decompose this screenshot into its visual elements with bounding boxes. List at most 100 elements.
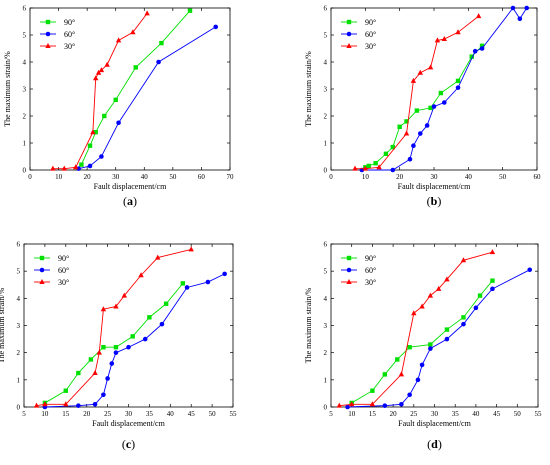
data-point	[133, 65, 138, 70]
y-tick-label: 6	[23, 5, 27, 13]
data-point	[130, 334, 135, 339]
data-point	[442, 100, 447, 105]
panel-label-close: )	[131, 437, 135, 451]
x-tick-label: 40	[141, 173, 149, 181]
y-tick-label: 1	[17, 376, 21, 384]
series-line	[351, 280, 493, 404]
data-point	[383, 151, 389, 156]
data-point	[410, 77, 417, 83]
y-tick-label: 2	[324, 349, 328, 357]
x-tick-label: 40	[472, 410, 480, 418]
y-tick-label: 0	[23, 167, 27, 175]
legend-marker	[346, 279, 352, 284]
data-point	[213, 24, 219, 30]
y-axis-label: The maximum strain/%	[0, 287, 6, 363]
data-point	[101, 392, 106, 398]
panel-label-close: )	[133, 194, 137, 208]
chart-panel-a: 0 10 20 30 40 50 60 70 0 1 2 3 4 5 6 Fault displacement…	[3, 5, 234, 209]
panel-label-letter: b	[431, 194, 438, 208]
data-point	[76, 370, 81, 376]
data-point	[159, 40, 164, 46]
series-line	[361, 7, 528, 171]
data-point	[473, 305, 479, 311]
data-point	[115, 37, 122, 43]
series-square	[79, 8, 193, 167]
data-point	[205, 279, 211, 285]
x-tick-label: 35	[452, 410, 460, 418]
series-triangle	[50, 10, 150, 171]
data-point	[79, 162, 84, 167]
data-point	[397, 124, 402, 129]
data-point	[349, 401, 355, 407]
data-point	[490, 286, 495, 292]
data-point	[415, 377, 421, 383]
legend-label: 90°	[64, 18, 75, 27]
x-axis-label: Fault displacement/cm	[94, 182, 167, 191]
y-tick-label: 0	[324, 167, 328, 175]
legend-marker	[39, 255, 45, 261]
data-point	[404, 119, 409, 124]
data-point	[76, 403, 81, 408]
data-point	[479, 46, 485, 51]
legend-marker	[346, 43, 352, 48]
data-point	[336, 402, 342, 408]
y-axis-label: The maximum strain/%	[304, 51, 313, 127]
data-point	[428, 105, 433, 111]
series-square	[42, 281, 186, 406]
data-point	[431, 104, 437, 109]
series-circle	[42, 271, 227, 410]
data-point	[517, 16, 523, 22]
data-point	[475, 13, 482, 19]
x-tick-label: 30	[125, 410, 133, 418]
data-point	[424, 123, 430, 128]
x-tick-label: 0	[28, 173, 32, 181]
series-line	[81, 10, 191, 165]
x-tick-label: 60	[534, 173, 542, 181]
series-triangle	[33, 246, 194, 408]
x-tick-label: 15	[369, 410, 377, 418]
y-tick-label: 2	[23, 113, 27, 121]
x-tick-label: 45	[188, 410, 196, 418]
data-point	[90, 129, 96, 135]
y-tick-label: 6	[17, 241, 21, 249]
data-point	[411, 310, 417, 316]
data-point	[126, 344, 131, 350]
data-point	[524, 5, 529, 11]
data-point	[438, 90, 444, 96]
data-point	[88, 357, 94, 362]
data-point	[93, 75, 99, 81]
series-square	[363, 43, 485, 170]
data-point	[92, 401, 98, 407]
legend-label: 60°	[58, 266, 69, 275]
data-point	[444, 336, 450, 342]
series-square	[349, 278, 495, 406]
data-point	[33, 402, 40, 408]
x-axis-label: Fault displacement/cm	[398, 182, 471, 191]
legend-label: 90°	[365, 18, 376, 27]
panel-label-open: (	[427, 194, 431, 208]
data-point	[444, 327, 450, 332]
data-point	[455, 29, 461, 35]
y-tick-label: 5	[17, 268, 21, 276]
data-point	[373, 161, 378, 166]
panel-label-close: )	[438, 437, 442, 451]
y-tick-label: 4	[17, 295, 21, 303]
data-point	[113, 97, 118, 102]
legend-label: 60°	[365, 30, 376, 39]
series-line	[365, 45, 483, 168]
panel-label: (b)	[427, 194, 442, 208]
plot-frame	[23, 243, 234, 408]
data-point	[477, 293, 483, 298]
x-tick-label: 25	[410, 410, 418, 418]
x-tick-label: 5	[22, 410, 26, 418]
series-triangle	[352, 13, 482, 171]
data-point	[469, 54, 474, 59]
data-point	[510, 5, 516, 11]
y-tick-label: 3	[324, 322, 328, 330]
panel-label: (a)	[123, 194, 137, 208]
series-line	[339, 251, 493, 407]
data-point	[104, 61, 110, 67]
data-point	[428, 346, 433, 351]
